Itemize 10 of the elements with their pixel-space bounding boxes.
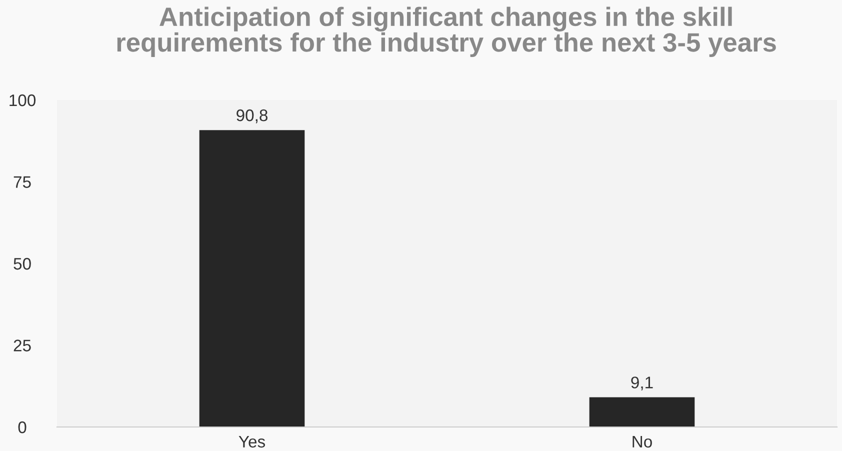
data-label: 90,8 <box>236 109 268 124</box>
data-label: 9,1 <box>631 376 653 390</box>
y-tick-label: 50 <box>14 258 31 270</box>
y-tick-label: 25 <box>14 340 31 352</box>
y-tick-label: 100 <box>10 94 36 106</box>
x-tick-label: No <box>632 436 652 448</box>
y-tick-label: 75 <box>14 176 31 188</box>
y-tick-label: 0 <box>18 421 26 434</box>
x-tick-label: Yes <box>238 436 265 448</box>
chart-title: Anticipation of significant changes in the skill requirements for the industry over the next 3-5 years <box>117 6 776 58</box>
